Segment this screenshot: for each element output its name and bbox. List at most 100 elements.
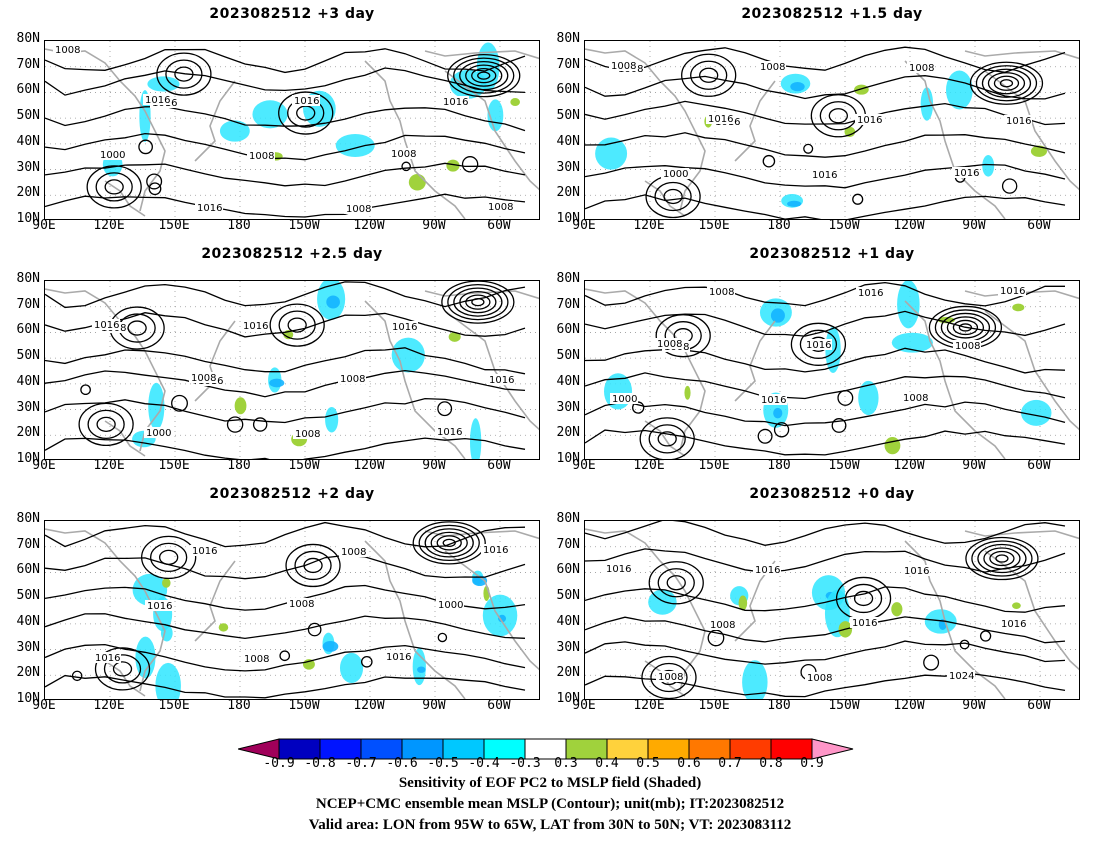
- lat-tick-label: 80N: [16, 511, 40, 526]
- lon-tick-label: 90E: [572, 698, 596, 713]
- lat-tick-label: 60N: [16, 82, 40, 98]
- isobar-contour: [585, 548, 1066, 574]
- contour-label-bg: [655, 338, 683, 349]
- contour-label-bg: [436, 599, 464, 610]
- lon-tick-label: 150W: [288, 218, 320, 233]
- coastline: [734, 320, 776, 402]
- contour-label: 1008: [709, 287, 734, 298]
- contour-label: 1016: [94, 320, 119, 331]
- isobar-contour: [447, 283, 509, 321]
- isobar-contour: [762, 154, 776, 168]
- sensitivity-shading: [472, 575, 488, 587]
- coastline: [104, 660, 146, 697]
- coastline: [984, 550, 1079, 671]
- sensitivity-shading: [787, 200, 802, 207]
- isobar-contour: [999, 79, 1014, 88]
- isobar-contour: [477, 71, 491, 80]
- isobar-contour: [471, 297, 485, 307]
- contour-label-bg: [486, 201, 514, 212]
- sensitivity-shading: [595, 137, 628, 170]
- contour-label: 1008: [391, 149, 416, 160]
- isobar-contour: [995, 554, 1009, 563]
- contour-label-bg: [293, 428, 321, 439]
- isobar-contour: [657, 568, 695, 598]
- contour-label: 1008: [191, 373, 216, 384]
- contour-label-bg: [805, 672, 833, 683]
- contour-label-bg: [241, 320, 269, 331]
- map-svg: 1008101610081016101610001016100810161016…: [45, 281, 539, 459]
- isobar-contour: [424, 528, 474, 558]
- contour-label-bg: [856, 287, 884, 298]
- sensitivity-shading: [322, 641, 339, 652]
- contour-label: 1008: [488, 202, 513, 213]
- isobar-contour: [757, 428, 773, 444]
- lon-tick-label: 60W: [487, 218, 511, 233]
- isobar-contour: [799, 329, 838, 359]
- sensitivity-shading: [684, 385, 691, 400]
- sensitivity-shading: [891, 602, 903, 617]
- isobar-contour: [981, 68, 1032, 98]
- panel-title-5: 2023082512 +2 day: [209, 486, 375, 502]
- coastline: [364, 540, 466, 699]
- isobar-contour: [471, 67, 497, 84]
- colorbar-label: -0.7: [345, 756, 377, 771]
- isobar-contour: [648, 424, 686, 454]
- sensitivity-shading: [1021, 399, 1052, 426]
- isobar-contour: [465, 64, 503, 87]
- contour-label-bg: [953, 340, 981, 351]
- isobar-contour: [585, 372, 1066, 400]
- isobar-contour: [585, 281, 1065, 307]
- lon-tick-label: 150W: [288, 698, 320, 713]
- contour-label-bg: [195, 202, 223, 213]
- coastline: [964, 50, 1079, 60]
- contour-label-bg: [389, 148, 417, 159]
- lat-tick-label: 10N: [556, 211, 580, 226]
- lon-tick-label: 150W: [828, 458, 860, 473]
- lat-tick-label: 10N: [16, 451, 40, 466]
- isobar-contour: [45, 674, 526, 699]
- isobar-contour: [45, 397, 526, 424]
- isobar-contour: [831, 418, 847, 433]
- isobar-contour: [923, 654, 940, 671]
- lat-tick-label: 50N: [556, 348, 580, 364]
- sensitivity-shading: [269, 378, 285, 388]
- contour-label: 1024: [949, 671, 974, 682]
- isobar-contour: [461, 156, 479, 173]
- lat-tick-label: 70N: [16, 56, 40, 72]
- panel-title-6: 2023082512 +0 day: [749, 486, 915, 502]
- isobar-contour: [585, 640, 1066, 665]
- coastline: [444, 550, 539, 671]
- lon-tick-label: 120E: [633, 458, 665, 473]
- lat-tick-label: 30N: [556, 159, 580, 175]
- sensitivity-shading: [339, 652, 364, 683]
- map-panel-6: 1008 1008 1016 1016 1008 1016 1016 1024 1016: [584, 520, 1080, 700]
- contour-label: 1016: [954, 168, 979, 179]
- isobar-contour: [112, 661, 133, 677]
- lat-tick-label: 10N: [16, 691, 40, 706]
- contour-label: 1016: [812, 170, 837, 181]
- isobar-contour: [989, 550, 1015, 567]
- lon-tick-label: 120E: [93, 698, 125, 713]
- contour-label-bg: [907, 62, 935, 73]
- map-svg: 1016 1008 1008 1000 1016 1016 1008 1016 1016: [45, 521, 539, 699]
- lon-tick-label: 90W: [422, 218, 446, 233]
- colorbar-label: 0.9: [800, 756, 824, 771]
- isobar-contour: [430, 531, 468, 555]
- coastline: [364, 60, 466, 219]
- isobar-contour: [296, 105, 316, 121]
- isobar-contour: [441, 281, 515, 324]
- isobar-contour: [958, 323, 973, 332]
- lon-tick-label: 120W: [353, 458, 385, 473]
- contour-label: 1008: [658, 672, 683, 683]
- colorbar-label: 0.5: [636, 756, 660, 771]
- coastline: [364, 300, 466, 459]
- lon-tick-label: 150E: [698, 218, 730, 233]
- isobar-contour: [453, 287, 503, 317]
- contour-label: 1008: [295, 429, 320, 440]
- lon-tick-label: 150E: [698, 698, 730, 713]
- isobar-contour: [585, 521, 1066, 546]
- isobar-contour: [45, 554, 526, 580]
- map-svg: 1008 1008 1016 1016 1008 1016 1016 1024 1016: [585, 521, 1079, 699]
- colorbar-label: -0.5: [427, 756, 459, 771]
- caption-line-2: NCEP+CMC ensemble mean MSLP (Contour); u…: [315, 796, 785, 812]
